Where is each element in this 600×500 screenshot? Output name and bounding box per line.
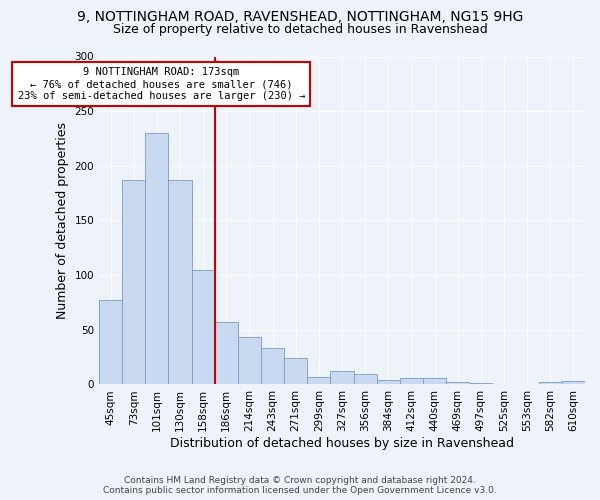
Bar — [122, 180, 145, 384]
Bar — [423, 378, 446, 384]
Bar — [307, 377, 331, 384]
Bar — [238, 338, 261, 384]
Bar — [331, 372, 353, 384]
Bar — [400, 378, 423, 384]
Bar — [191, 270, 215, 384]
Bar — [99, 300, 122, 384]
Y-axis label: Number of detached properties: Number of detached properties — [56, 122, 69, 319]
Text: 9 NOTTINGHAM ROAD: 173sqm
← 76% of detached houses are smaller (746)
23% of semi: 9 NOTTINGHAM ROAD: 173sqm ← 76% of detac… — [18, 68, 305, 100]
Text: 9, NOTTINGHAM ROAD, RAVENSHEAD, NOTTINGHAM, NG15 9HG: 9, NOTTINGHAM ROAD, RAVENSHEAD, NOTTINGH… — [77, 10, 523, 24]
Bar — [353, 374, 377, 384]
Text: Size of property relative to detached houses in Ravenshead: Size of property relative to detached ho… — [113, 22, 487, 36]
Bar — [145, 133, 169, 384]
Bar — [261, 348, 284, 384]
Bar — [169, 180, 191, 384]
Bar — [562, 381, 585, 384]
Bar — [377, 380, 400, 384]
X-axis label: Distribution of detached houses by size in Ravenshead: Distribution of detached houses by size … — [170, 437, 514, 450]
Bar — [215, 322, 238, 384]
Bar — [284, 358, 307, 384]
Bar — [539, 382, 562, 384]
Bar — [446, 382, 469, 384]
Text: Contains HM Land Registry data © Crown copyright and database right 2024.
Contai: Contains HM Land Registry data © Crown c… — [103, 476, 497, 495]
